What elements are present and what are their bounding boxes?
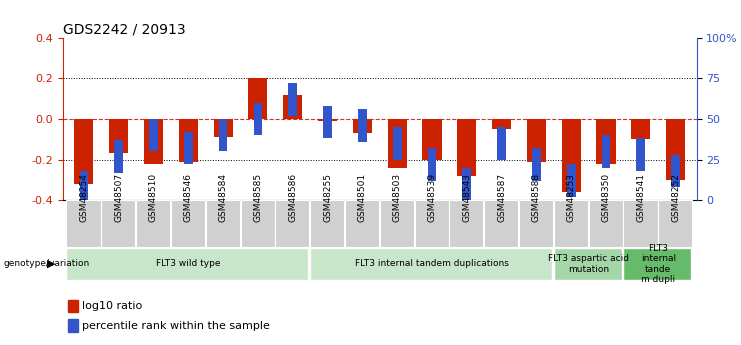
- Bar: [393, 127, 402, 159]
- Bar: [79, 171, 88, 203]
- Text: GSM48501: GSM48501: [358, 173, 367, 223]
- Bar: [248, 79, 268, 119]
- Bar: [484, 200, 518, 247]
- Bar: [68, 299, 78, 312]
- Text: GSM48541: GSM48541: [637, 174, 645, 223]
- Text: FLT3 aspartic acid
mutation: FLT3 aspartic acid mutation: [548, 254, 629, 274]
- Text: log10 ratio: log10 ratio: [82, 301, 142, 311]
- Bar: [67, 200, 101, 247]
- Bar: [68, 319, 78, 332]
- Bar: [449, 200, 483, 247]
- Text: FLT3 wild type: FLT3 wild type: [156, 259, 221, 268]
- Bar: [562, 119, 581, 192]
- Bar: [497, 127, 506, 159]
- Bar: [671, 155, 680, 187]
- Bar: [637, 138, 645, 171]
- Bar: [102, 200, 136, 247]
- Text: GSM48585: GSM48585: [253, 173, 262, 223]
- Bar: [310, 200, 345, 247]
- Bar: [527, 119, 546, 161]
- Bar: [74, 119, 93, 184]
- Bar: [323, 106, 332, 138]
- Text: percentile rank within the sample: percentile rank within the sample: [82, 321, 270, 331]
- Bar: [345, 200, 379, 247]
- Bar: [519, 200, 553, 247]
- Bar: [219, 119, 227, 151]
- Bar: [353, 119, 372, 133]
- Bar: [184, 132, 193, 165]
- Text: GSM48253: GSM48253: [567, 174, 576, 223]
- Bar: [149, 119, 158, 151]
- Bar: [358, 109, 367, 142]
- Text: ▶: ▶: [47, 259, 56, 269]
- Bar: [379, 200, 414, 247]
- Text: GSM48255: GSM48255: [323, 174, 332, 223]
- Bar: [623, 248, 691, 280]
- Bar: [144, 119, 163, 164]
- Text: genotype/variation: genotype/variation: [4, 259, 90, 268]
- Bar: [492, 119, 511, 129]
- Text: GSM48588: GSM48588: [532, 173, 541, 223]
- Bar: [597, 119, 616, 164]
- Text: GSM48510: GSM48510: [149, 173, 158, 223]
- Text: GSM48586: GSM48586: [288, 173, 297, 223]
- Bar: [388, 119, 407, 168]
- Bar: [588, 200, 622, 247]
- Bar: [318, 119, 337, 121]
- Bar: [310, 248, 552, 280]
- Bar: [623, 200, 657, 247]
- Bar: [554, 200, 588, 247]
- Bar: [567, 165, 576, 197]
- Text: GDS2242 / 20913: GDS2242 / 20913: [63, 23, 185, 37]
- Bar: [67, 248, 308, 280]
- Bar: [179, 119, 198, 161]
- Bar: [109, 119, 128, 154]
- Text: FLT3
internal
tande
m dupli: FLT3 internal tande m dupli: [641, 244, 676, 284]
- Text: GSM48252: GSM48252: [671, 174, 680, 223]
- Bar: [171, 200, 205, 247]
- Bar: [241, 200, 275, 247]
- Bar: [666, 119, 685, 180]
- Bar: [206, 200, 240, 247]
- Text: GSM48507: GSM48507: [114, 173, 123, 223]
- Bar: [114, 140, 123, 172]
- Bar: [414, 200, 449, 247]
- Text: GSM48543: GSM48543: [462, 174, 471, 223]
- Bar: [602, 135, 611, 168]
- Text: GSM48254: GSM48254: [79, 174, 88, 223]
- Bar: [457, 119, 476, 176]
- Bar: [532, 148, 541, 181]
- Bar: [283, 95, 302, 119]
- Text: GSM48587: GSM48587: [497, 173, 506, 223]
- Bar: [462, 168, 471, 200]
- Bar: [554, 248, 622, 280]
- Bar: [288, 83, 297, 116]
- Text: GSM48503: GSM48503: [393, 173, 402, 223]
- Bar: [136, 200, 170, 247]
- Text: GSM48350: GSM48350: [602, 173, 611, 223]
- Bar: [428, 148, 436, 181]
- Bar: [276, 200, 310, 247]
- Text: GSM48546: GSM48546: [184, 174, 193, 223]
- Bar: [422, 119, 442, 159]
- Bar: [213, 119, 233, 137]
- Bar: [658, 200, 692, 247]
- Text: GSM48584: GSM48584: [219, 174, 227, 223]
- Bar: [253, 103, 262, 135]
- Text: GSM48539: GSM48539: [428, 173, 436, 223]
- Text: FLT3 internal tandem duplications: FLT3 internal tandem duplications: [355, 259, 509, 268]
- Bar: [631, 119, 651, 139]
